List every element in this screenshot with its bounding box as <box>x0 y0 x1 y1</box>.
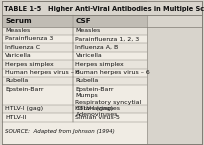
Text: Epstein-Barr: Epstein-Barr <box>5 87 44 92</box>
Bar <box>2 85 147 105</box>
Bar <box>2 52 147 60</box>
Text: Measles: Measles <box>5 28 30 33</box>
Text: Herpes simplex: Herpes simplex <box>5 62 54 67</box>
Text: Serum: Serum <box>5 18 32 24</box>
Text: CSF: CSF <box>75 18 91 24</box>
Text: HTLV-I (gag): HTLV-I (gag) <box>5 106 43 111</box>
Bar <box>2 15 147 27</box>
Text: Human herpes virus – 6: Human herpes virus – 6 <box>75 70 150 75</box>
Text: Varicella: Varicella <box>75 53 102 58</box>
Text: Rubella: Rubella <box>75 78 99 83</box>
Text: Influenza C: Influenza C <box>5 45 40 50</box>
Bar <box>2 27 147 35</box>
Bar <box>2 27 147 122</box>
Text: Varicella: Varicella <box>5 53 32 58</box>
Text: Human herpes virus – 6: Human herpes virus – 6 <box>5 70 80 75</box>
Bar <box>2 77 147 85</box>
Text: TABLE 1-5   Higher Anti-Viral Antibodies in Multiple Sclerosis Than in Controls: TABLE 1-5 Higher Anti-Viral Antibodies i… <box>4 6 204 12</box>
Bar <box>2 105 147 113</box>
Text: Measles: Measles <box>75 28 101 33</box>
Text: Influenza A, B: Influenza A, B <box>75 45 119 50</box>
Bar <box>2 113 147 122</box>
Text: SOURCE:  Adapted from Johnson (1994): SOURCE: Adapted from Johnson (1994) <box>5 129 115 134</box>
Bar <box>2 35 147 43</box>
Bar <box>2 43 147 52</box>
Bar <box>2 122 147 144</box>
Bar <box>147 1 202 144</box>
Text: HTLV-II: HTLV-II <box>5 115 27 120</box>
Bar <box>2 69 147 77</box>
Text: Simian virus-5: Simian virus-5 <box>75 115 120 120</box>
Bar <box>2 4 202 15</box>
Text: Rubella: Rubella <box>5 78 28 83</box>
Bar <box>2 60 147 69</box>
Text: HTLV-I (gag): HTLV-I (gag) <box>75 106 114 111</box>
Text: Epstein-Barr
Mumps
Respiratory syncytial
Coronaviruses
Adenoviruses: Epstein-Barr Mumps Respiratory syncytial… <box>75 87 142 117</box>
Text: Parainfluenza 1, 2, 3: Parainfluenza 1, 2, 3 <box>75 36 140 41</box>
Text: Parainfluenza 3: Parainfluenza 3 <box>5 36 53 41</box>
Text: Herpes simplex: Herpes simplex <box>75 62 124 67</box>
